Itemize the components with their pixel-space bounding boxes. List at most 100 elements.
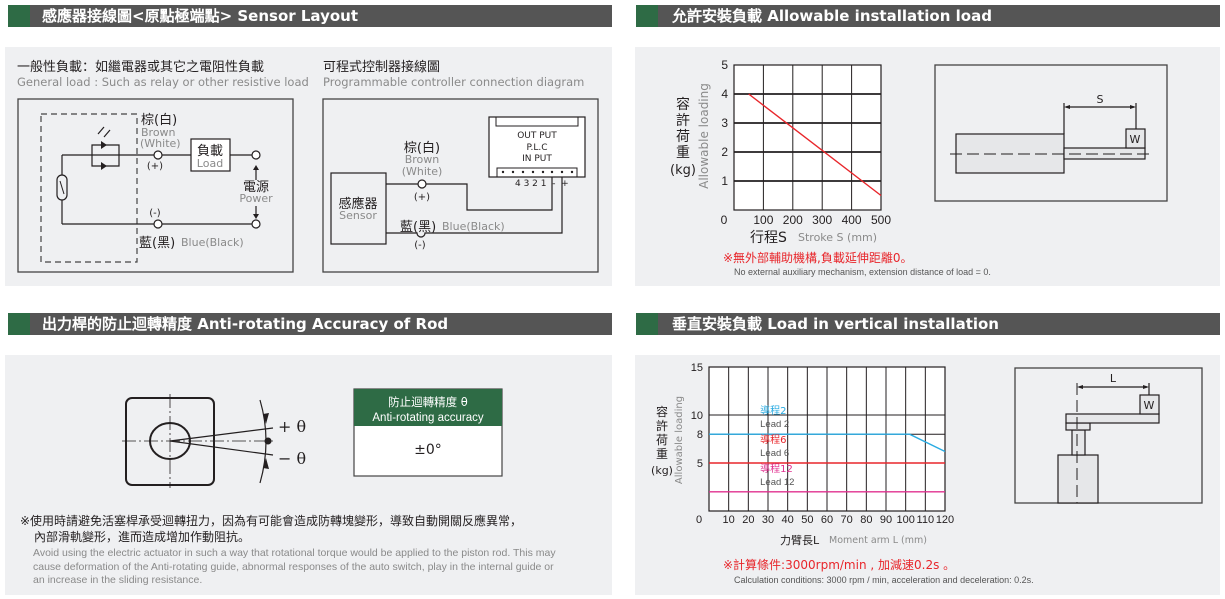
ylabel-char: 許 bbox=[656, 419, 668, 433]
x-tick-label: 300 bbox=[812, 213, 832, 227]
load-box bbox=[190, 138, 231, 172]
horizontal-mount-diagram bbox=[934, 64, 1168, 202]
series-line-0 bbox=[748, 93, 882, 197]
x-tick-label: 10 bbox=[723, 514, 735, 526]
load-label: 負載 bbox=[197, 144, 223, 159]
terminal-numbers: 4 3 2 1 - + bbox=[515, 179, 569, 189]
ylabel-char: 許 bbox=[676, 113, 690, 129]
ylabel-char: 重 bbox=[656, 447, 668, 461]
table-header-cn: 防止迴轉精度 θ bbox=[388, 395, 468, 409]
ylabel-unit: (kg) bbox=[651, 464, 673, 477]
table-header-en: Anti-rotating accuracy bbox=[372, 412, 483, 424]
plc-subtitle: Programmable controller connection diagr… bbox=[323, 75, 584, 89]
y-tick-label: 5 bbox=[721, 58, 728, 72]
xlabel-en: Stroke S (mm) bbox=[798, 231, 877, 244]
general-load-title: 一般性負載：如繼電器或其它之電阻性負載 bbox=[17, 59, 264, 75]
diode-bridge bbox=[91, 144, 120, 167]
x-tick-label: 500 bbox=[871, 213, 891, 227]
plus-theta-label: + θ bbox=[278, 417, 306, 436]
plc-label: P.L.C bbox=[526, 143, 547, 153]
blue-wire-label: 藍(黑) bbox=[139, 236, 175, 251]
note-en: No external auxiliary mechanism, extensi… bbox=[734, 267, 991, 277]
power-label-en: Power bbox=[239, 192, 273, 205]
plus-label: (+) bbox=[147, 161, 163, 172]
weight-label: W bbox=[1144, 399, 1155, 412]
x-tick-label: 70 bbox=[841, 514, 853, 526]
panel-allowable-load bbox=[635, 47, 1220, 286]
brown-wire-label: 棕(白) bbox=[141, 112, 177, 128]
led-arrows-icon bbox=[97, 126, 111, 138]
x-tick-label: 60 bbox=[821, 514, 833, 526]
section-header-vertical-load: 垂直安裝負載 Load in vertical installation bbox=[636, 313, 1220, 335]
section-header-anti-rotating: 出力桿的防止迴轉精度 Anti-rotating Accuracy of Rod bbox=[8, 313, 612, 335]
anti-rotating-diagram bbox=[122, 394, 274, 488]
ylabel-char: 荷 bbox=[656, 433, 668, 447]
series-label: Lead 12 bbox=[760, 477, 794, 488]
x-tick-label: 90 bbox=[880, 514, 892, 526]
panel-anti-rotating bbox=[5, 355, 612, 595]
note-cn-line: ※使用時請避免活塞桿承受迴轉扭力，因為有可能會造成防轉塊變形，導致自動開關反應異… bbox=[20, 513, 522, 528]
weight-label: W bbox=[1130, 133, 1141, 146]
vertical-mount-diagram bbox=[1014, 367, 1203, 504]
blue-wire-label-en: Blue(Black) bbox=[442, 220, 505, 233]
note-en-line: an increase in the sliding resistance. bbox=[33, 574, 202, 586]
general-load-circuit bbox=[17, 98, 294, 273]
plot-area bbox=[733, 64, 882, 211]
minus-label: (-) bbox=[149, 208, 161, 219]
vertical-load-chart: 0 10 20 30 40 50 60 70 80 90 100 110 120 5 8 10 15 導程2 Lea… bbox=[691, 362, 954, 526]
arm-dim-label: L bbox=[1110, 372, 1117, 385]
y-tick-label: 3 bbox=[721, 116, 728, 130]
note-en-line: Avoid using the electric actuator in suc… bbox=[33, 547, 556, 559]
series-label-cn: 導程6 bbox=[760, 433, 786, 446]
x-tick-label: 120 bbox=[936, 514, 954, 526]
x-tick-label: 20 bbox=[742, 514, 754, 526]
series-line-lead-2 bbox=[709, 433, 946, 453]
x-tick-label: 200 bbox=[783, 213, 803, 227]
blue-wire-label: 藍(黑) bbox=[400, 220, 436, 235]
x-tick-label: 30 bbox=[762, 514, 774, 526]
series-label-cn: 導程12 bbox=[760, 462, 793, 475]
table-value: ±0° bbox=[414, 442, 442, 458]
x-tick-label: 0 bbox=[721, 213, 728, 227]
load-label-en: Load bbox=[197, 157, 223, 170]
series-label: Lead 6 bbox=[760, 448, 789, 459]
note-cn: ※無外部輔助機構,負載延伸距離0。 bbox=[723, 250, 913, 265]
ylabel-char: 容 bbox=[656, 404, 668, 419]
white-wire-label-en: (White) bbox=[402, 165, 443, 178]
plc-output-label: OUT PUT bbox=[517, 131, 557, 141]
y-tick-label: 10 bbox=[691, 410, 703, 422]
brown-wire-label-en: Brown bbox=[405, 153, 440, 166]
y-tick-label: 15 bbox=[691, 362, 703, 374]
allowable-load-chart: 0 100 200 300 400 500 1 2 3 4 5 bbox=[721, 58, 892, 227]
y-tick-label: 4 bbox=[721, 87, 728, 101]
plc-circuit bbox=[322, 98, 599, 273]
section-title: 感應器接線圖<原點極端點> Sensor Layout bbox=[42, 7, 358, 25]
sensor-box bbox=[330, 172, 387, 245]
x-tick-label: 0 bbox=[696, 514, 702, 526]
brown-wire-label-en: Brown bbox=[141, 126, 176, 139]
ylabel-char: 容 bbox=[676, 96, 690, 113]
xlabel: 行程S bbox=[750, 230, 787, 246]
xlabel-en: Moment arm L (mm) bbox=[829, 535, 927, 546]
section-title: 允許安裝負載 Allowable installation load bbox=[671, 7, 992, 25]
x-tick-label: 110 bbox=[917, 514, 935, 526]
section-header-allowable-load: 允許安裝負載 Allowable installation load bbox=[636, 5, 1220, 27]
terminal-strip bbox=[496, 167, 578, 178]
x-tick-label: 80 bbox=[860, 514, 872, 526]
brown-wire-label: 棕(白) bbox=[404, 140, 440, 156]
x-tick-label: 100 bbox=[896, 514, 914, 526]
x-tick-label: 100 bbox=[753, 213, 773, 227]
ylabel-unit: (kg) bbox=[670, 163, 696, 178]
x-tick-label: 400 bbox=[842, 213, 862, 227]
x-tick-label: 50 bbox=[801, 514, 813, 526]
plc-title: 可程式控制器接線圖 bbox=[323, 59, 440, 75]
y-tick-label: 8 bbox=[697, 429, 703, 441]
ylabel-en: Allowable loading bbox=[674, 396, 685, 484]
minus-theta-label: − θ bbox=[278, 449, 306, 468]
plus-label: (+) bbox=[414, 192, 430, 203]
ylabel-en: Allowable loading bbox=[697, 83, 711, 189]
ylabel-char: 荷 bbox=[676, 129, 690, 145]
diode-icon bbox=[101, 141, 107, 170]
ylabel-char: 重 bbox=[676, 145, 690, 161]
